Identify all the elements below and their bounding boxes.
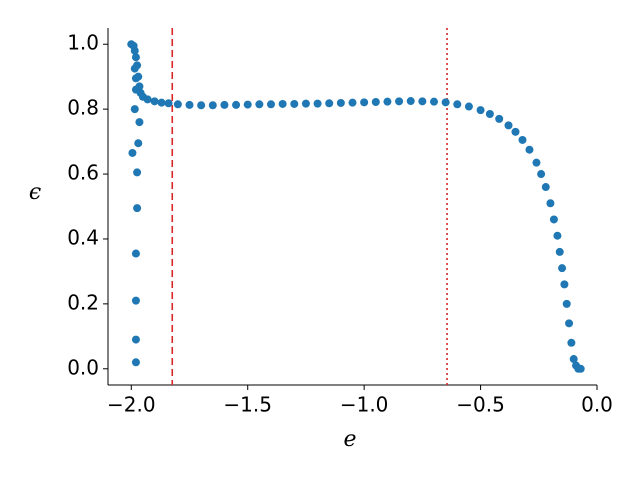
data-point (537, 170, 546, 179)
data-point (290, 99, 299, 108)
data-point (504, 121, 513, 130)
data-point (208, 101, 217, 110)
data-point (383, 97, 392, 106)
y-tick-label: 0.0 (67, 355, 99, 379)
data-point (232, 100, 241, 109)
data-point (476, 106, 485, 115)
data-point (546, 199, 555, 208)
data-point (555, 247, 564, 256)
data-point (131, 249, 140, 258)
data-point (418, 97, 427, 106)
x-axis-label: e (343, 427, 356, 452)
data-point (464, 102, 473, 111)
data-point (565, 319, 574, 328)
data-point (336, 98, 345, 107)
data-point (243, 100, 252, 109)
data-point (133, 204, 142, 213)
y-tick-label: 1.0 (67, 31, 99, 55)
data-point (395, 97, 404, 106)
data-point (255, 100, 264, 109)
data-point (485, 110, 494, 119)
data-point (518, 135, 527, 144)
data-point (560, 280, 569, 289)
data-point (164, 99, 173, 108)
y-tick-label: 0.6 (67, 161, 99, 185)
data-point (267, 100, 275, 109)
x-tick-label: −2.0 (107, 393, 156, 417)
data-point (562, 299, 571, 308)
data-point (157, 98, 166, 107)
y-axis-label: ϵ (29, 180, 41, 205)
data-point (406, 97, 415, 106)
data-point (131, 335, 140, 344)
data-point (525, 145, 534, 154)
data-point (278, 99, 287, 108)
data-point (441, 98, 450, 107)
x-tick-label: −1.5 (223, 393, 272, 417)
data-point (185, 100, 194, 109)
y-tick-label: 0.2 (67, 290, 99, 314)
data-point (134, 72, 143, 81)
x-tick-label: 0.0 (581, 393, 613, 417)
data-point (135, 82, 144, 91)
data-point (453, 100, 462, 109)
data-point (150, 97, 159, 106)
data-point (131, 53, 140, 62)
data-point (143, 95, 152, 104)
data-point (553, 231, 562, 240)
x-tick-label: −1.0 (340, 393, 389, 417)
data-point (220, 100, 229, 109)
y-tick-label: 0.4 (67, 225, 99, 249)
data-point (130, 105, 139, 114)
data-point (348, 98, 357, 107)
data-point (549, 215, 558, 224)
data-point (301, 99, 310, 108)
data-point (197, 101, 206, 110)
data-point (576, 364, 585, 373)
data-point (567, 338, 576, 347)
data-point (135, 118, 144, 127)
data-point (173, 100, 182, 109)
data-point (569, 355, 578, 364)
data-point (131, 296, 140, 305)
data-point (128, 148, 137, 157)
y-tick-label: 0.8 (67, 96, 99, 120)
data-point (313, 99, 322, 108)
data-point (360, 98, 369, 107)
data-point (130, 46, 139, 55)
data-point (133, 168, 142, 177)
data-point (558, 264, 567, 273)
data-point (430, 97, 438, 106)
data-point (133, 61, 142, 70)
data-point (511, 127, 520, 136)
data-point (495, 114, 504, 123)
data-point (134, 139, 143, 148)
data-point (325, 99, 334, 108)
data-point (541, 183, 550, 192)
x-tick-label: −0.5 (456, 393, 505, 417)
data-point (131, 358, 140, 367)
data-point (532, 158, 541, 167)
data-point (371, 97, 380, 106)
